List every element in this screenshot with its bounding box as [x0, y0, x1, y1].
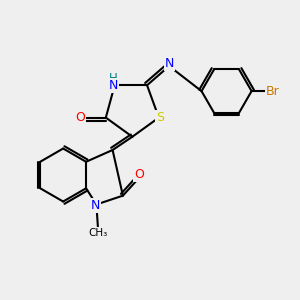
Text: N: N [165, 57, 174, 70]
Text: H: H [109, 72, 118, 85]
Text: O: O [75, 110, 85, 124]
Text: N: N [91, 199, 101, 212]
Text: CH₃: CH₃ [88, 228, 107, 238]
Text: Br: Br [266, 85, 280, 98]
Text: N: N [109, 79, 118, 92]
Text: S: S [156, 111, 164, 124]
Text: O: O [134, 168, 144, 181]
